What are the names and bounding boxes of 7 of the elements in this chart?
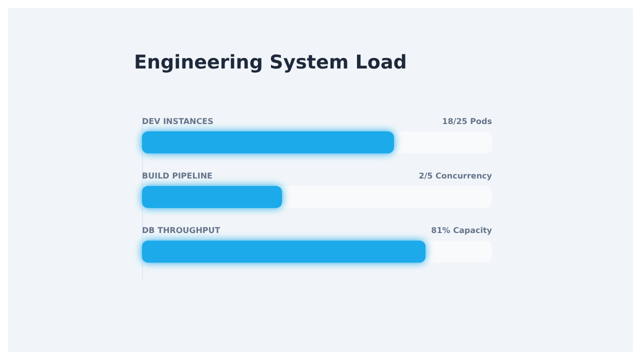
y-tick-label: DB THROUGHPUT: [142, 226, 221, 236]
chart-title: Engineering System Load: [134, 52, 407, 74]
y-tick-label: BUILD PIPELINE: [142, 172, 212, 180]
y-tick-label: DEV INSTANCES: [142, 116, 214, 126]
data-label: 81% Capacity: [431, 226, 493, 236]
data-label: 2/5 Concurrency: [418, 172, 493, 180]
data-label: 18/25 Pods: [442, 116, 492, 126]
